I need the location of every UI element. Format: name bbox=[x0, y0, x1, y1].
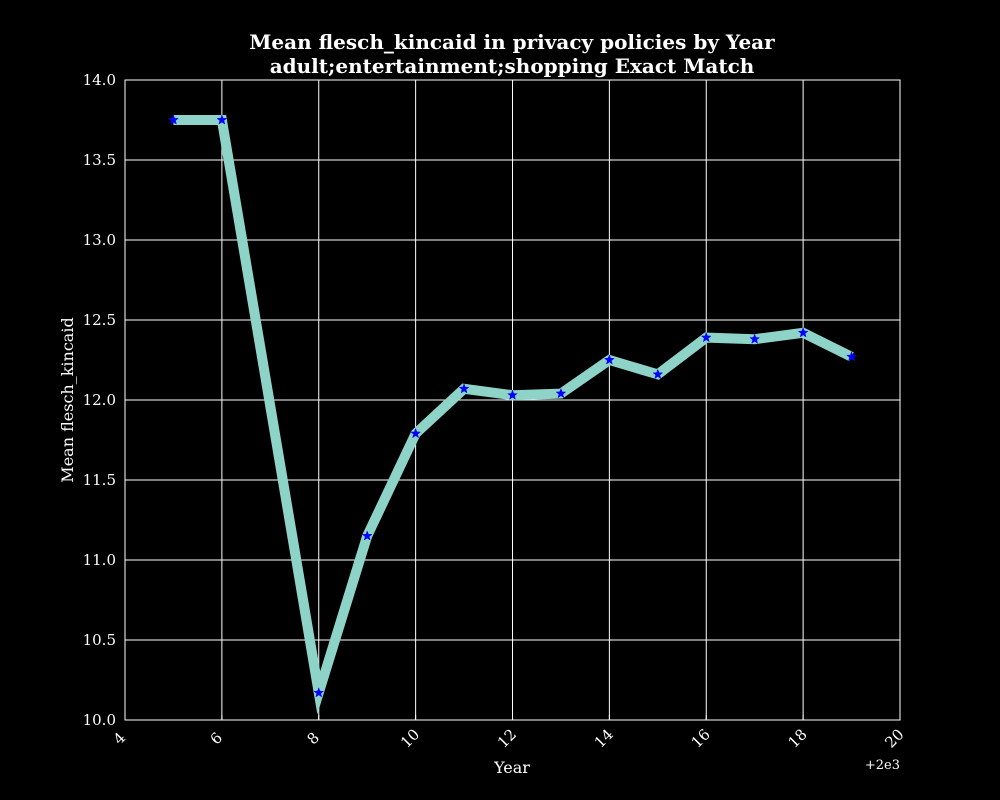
data-point-marker bbox=[555, 387, 567, 399]
data-point-marker bbox=[797, 327, 809, 338]
y-tick-label: 11.5 bbox=[83, 471, 116, 489]
y-axis-label: Mean flesch_kincaid bbox=[58, 317, 77, 482]
y-tick-label: 13.0 bbox=[83, 231, 116, 249]
y-tick-label: 10.5 bbox=[83, 631, 116, 649]
data-point-marker bbox=[700, 331, 712, 343]
y-tick-label: 10.0 bbox=[83, 711, 116, 729]
data-point-marker bbox=[603, 354, 615, 365]
y-tick-label: 12.0 bbox=[83, 391, 116, 409]
data-point-marker bbox=[313, 687, 325, 698]
y-tick-label: 14.0 bbox=[83, 71, 116, 89]
data-point-marker bbox=[652, 368, 664, 380]
data-point-marker bbox=[410, 427, 422, 439]
series-line bbox=[173, 115, 854, 715]
data-point-marker bbox=[361, 530, 373, 541]
y-tick-label: 12.5 bbox=[83, 311, 116, 329]
x-axis-offset-label: +2e3 bbox=[865, 758, 900, 773]
data-series bbox=[173, 115, 854, 715]
data-point-marker bbox=[216, 114, 228, 125]
data-point-marker bbox=[749, 333, 761, 344]
data-point-marker bbox=[507, 389, 518, 400]
chart-title-line1: Mean flesch_kincaid in privacy policies … bbox=[249, 30, 775, 54]
data-point-marker bbox=[168, 114, 179, 125]
x-axis-label: Year bbox=[493, 758, 530, 777]
chart-title-line2: adult;entertainment;shopping Exact Match bbox=[270, 54, 755, 78]
y-tick-label: 11.0 bbox=[83, 551, 116, 569]
y-tick-label: 13.5 bbox=[83, 151, 116, 169]
data-markers bbox=[168, 114, 857, 698]
data-point-marker bbox=[458, 383, 470, 394]
data-point-marker bbox=[846, 351, 857, 362]
